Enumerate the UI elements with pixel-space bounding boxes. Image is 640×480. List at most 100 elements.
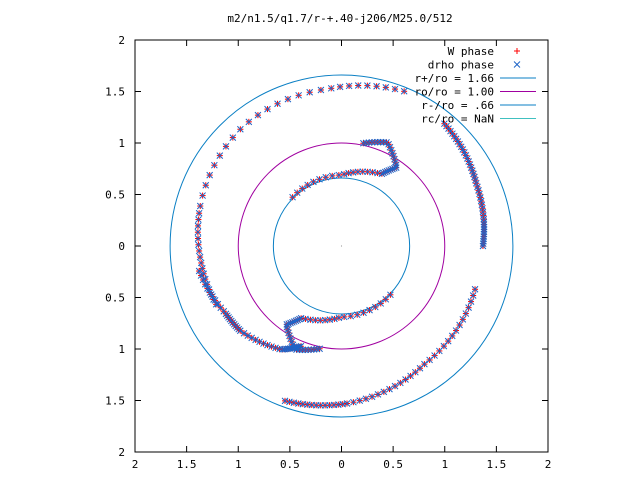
drho-phase-point (353, 311, 361, 319)
legend-label: ro/ro = 1.00 (415, 86, 494, 99)
drho-phase-point (456, 321, 463, 329)
drho-phase-point (313, 345, 321, 353)
y-tick-label: 0.5 (105, 292, 125, 305)
reference-circle (169, 74, 514, 418)
x-tick-label: 2 (545, 458, 552, 471)
drho-phase-point (296, 346, 303, 354)
drho-phase-point (240, 329, 248, 337)
drho-phase-point (283, 320, 291, 328)
drho-phase-point (197, 259, 205, 267)
drho-phase-point (459, 316, 467, 323)
drho-phase-point (310, 178, 317, 186)
drho-phase-point (298, 185, 306, 192)
legend-marker (514, 48, 520, 54)
drho-phase-point (237, 125, 244, 133)
drho-phase-point (371, 303, 379, 311)
drho-phase-point (328, 172, 336, 180)
drho-phase-point (197, 272, 205, 279)
drho-phase-point (201, 280, 209, 288)
drho-phase-point (362, 139, 370, 147)
drho-phase-point (479, 242, 487, 250)
drho-phase-point (377, 138, 384, 146)
legend-label: rc/ro = NaN (421, 113, 494, 126)
drho-phase-point (194, 228, 202, 236)
y-tick-label: 1.5 (105, 86, 125, 99)
drho-phase-point (380, 169, 387, 177)
drho-phase-point (350, 398, 357, 406)
drho-phase-point (195, 267, 203, 275)
drho-phase-point (206, 171, 214, 179)
drho-phase-point (336, 83, 344, 91)
drho-phase-point (212, 300, 220, 308)
x-tick-label: 1 (441, 458, 448, 471)
drho-phase-point (377, 300, 385, 307)
drho-phase-point (304, 181, 312, 189)
legend-label: drho phase (428, 59, 494, 72)
drho-phase-point (364, 82, 371, 89)
legend-label: r-/ro = .66 (421, 99, 494, 112)
drho-phase-point (216, 152, 224, 159)
drho-phase-point (467, 298, 475, 305)
drho-phase-point (194, 235, 202, 242)
drho-phase-point (340, 170, 348, 178)
drho-phase-point (195, 216, 202, 223)
drho-phase-point (290, 318, 298, 325)
legend-label: r+/ro = 1.66 (415, 72, 494, 85)
legend-label: W phase (448, 45, 494, 58)
drho-phase-point (480, 223, 488, 231)
drho-phase-point (368, 393, 376, 401)
drho-phase-point (365, 139, 373, 146)
drho-phase-point (316, 345, 323, 353)
drho-phase-point (256, 338, 263, 346)
drho-phase-point (335, 314, 343, 322)
drho-phase-point (397, 379, 404, 387)
drho-phase-point (356, 397, 364, 404)
drho-phase-point (385, 167, 393, 174)
drho-phase-point (373, 82, 380, 90)
drho-phase-point (244, 332, 252, 339)
drho-phase-point (440, 342, 448, 350)
drho-phase-point (285, 320, 293, 328)
drho-phase-point (195, 247, 203, 255)
drho-phase-point (371, 138, 379, 146)
phase-markers (194, 48, 521, 409)
drho-phase-point (307, 346, 315, 354)
drho-phase-point (364, 168, 371, 176)
drho-phase-point (387, 166, 394, 174)
drho-phase-point (196, 253, 204, 261)
drho-phase-point (444, 337, 452, 345)
drho-phase-point (479, 240, 487, 248)
drho-phase-point (264, 105, 271, 113)
drho-phase-point (382, 84, 390, 91)
drho-phase-point (289, 193, 296, 201)
x-tick-label: 0.5 (280, 458, 300, 471)
drho-phase-point (289, 318, 296, 326)
drho-phase-point (389, 165, 396, 173)
drho-phase-point (469, 292, 477, 299)
drho-phase-point (268, 343, 275, 350)
drho-phase-point (214, 300, 222, 308)
drho-phase-point (236, 327, 244, 335)
drho-phase-point (322, 173, 330, 181)
drho-phase-point (295, 91, 303, 99)
center-point (340, 245, 343, 247)
drho-phase-point (260, 340, 267, 347)
drho-phase-point (374, 391, 382, 398)
x-tick-label: 1.5 (177, 458, 197, 471)
drho-phase-point (211, 161, 218, 169)
drho-phase-point (335, 171, 343, 179)
reference-circles (169, 74, 514, 418)
drho-phase-point (274, 100, 281, 108)
drho-phase-point (387, 291, 394, 299)
drho-phase-point (386, 385, 393, 393)
drho-phase-point (194, 222, 202, 230)
drho-phase-point (264, 341, 271, 349)
drho-phase-point (272, 344, 279, 352)
drho-phase-point (354, 82, 362, 89)
y-tick-label: 0 (118, 240, 125, 253)
reference-circle (237, 142, 446, 350)
drho-phase-point (360, 139, 367, 147)
drho-phase-point (211, 297, 219, 304)
drho-phase-point (448, 332, 456, 340)
